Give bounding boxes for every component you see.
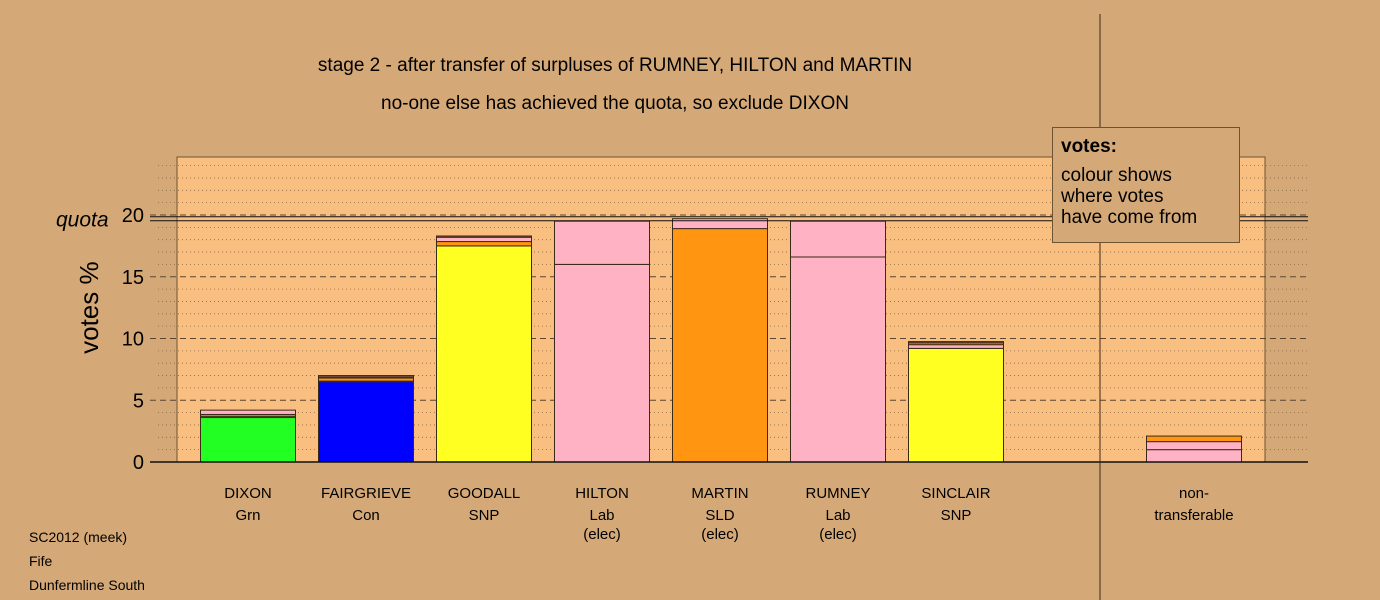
candidate-party-label: SNP	[941, 507, 972, 524]
candidate-name-label: DIXON	[224, 485, 272, 502]
bar-goodall-segment	[436, 236, 532, 243]
bar-sinclair-segment	[908, 347, 1004, 463]
candidate-party-label: Lab	[589, 507, 614, 524]
candidate-status-label: (elec)	[819, 526, 857, 543]
quota-label: quota	[56, 209, 109, 232]
bar-nontransferable-segment	[1146, 441, 1242, 451]
legend-line: where votes	[1061, 186, 1164, 207]
bar-dixon-segment	[200, 409, 296, 415]
candidate-party-label: SLD	[705, 507, 734, 524]
bar-sinclair-segment	[908, 341, 1004, 344]
bar-hilton-segment	[554, 263, 650, 463]
bar-dixon-segment	[200, 417, 296, 463]
candidate-name-label: SINCLAIR	[921, 485, 990, 502]
chart-title: stage 2 - after transfer of surpluses of…	[317, 55, 913, 76]
bar-fairgrieve-segment	[318, 375, 414, 378]
footer-election: SC2012 (meek)	[29, 529, 128, 545]
bar-nontransferable-segment	[1146, 435, 1242, 443]
footer-council: Fife	[29, 553, 53, 569]
nontransferable-label: transferable	[1154, 507, 1233, 524]
bar-martin-segment	[672, 228, 768, 463]
y-axis-title: votes %	[74, 261, 104, 354]
y-tick-label: 20	[122, 205, 144, 227]
candidate-name-label: MARTIN	[691, 485, 748, 502]
bar-sinclair-segment	[908, 344, 1004, 349]
y-tick-label: 5	[133, 390, 144, 412]
legend-line: have come from	[1061, 207, 1198, 228]
legend-heading: votes:	[1061, 136, 1117, 157]
bar-fairgrieve-segment	[318, 381, 414, 463]
legend-box: votes: colour shows where votes have com…	[1052, 127, 1240, 243]
y-tick-label: 0	[133, 452, 144, 474]
footer-ward: Dunfermline South	[29, 577, 145, 593]
chart-subtitle: no-one else has achieved the quota, so e…	[381, 93, 849, 114]
candidate-status-label: (elec)	[701, 526, 739, 543]
legend-line: colour shows	[1061, 165, 1172, 186]
bar-hilton-segment	[554, 220, 650, 265]
nontransferable-label: non-	[1179, 485, 1209, 502]
bar-goodall-segment	[436, 245, 532, 463]
bar-rumney-segment	[790, 256, 886, 463]
y-tick-label: 15	[122, 267, 144, 289]
candidate-name-label: HILTON	[575, 485, 629, 502]
bar-goodall-segment	[436, 241, 532, 247]
bar-martin-segment	[672, 218, 768, 230]
candidate-party-label: Lab	[825, 507, 850, 524]
candidate-name-label: FAIRGRIEVE	[321, 485, 411, 502]
candidate-name-label: GOODALL	[448, 485, 521, 502]
bar-rumney-segment	[790, 220, 886, 258]
candidate-status-label: (elec)	[583, 526, 621, 543]
y-tick-label: 10	[122, 329, 144, 351]
candidate-party-label: Grn	[235, 507, 260, 524]
candidate-party-label: Con	[352, 507, 380, 524]
bar-nontransferable-segment	[1146, 449, 1242, 463]
candidate-name-label: RUMNEY	[805, 485, 870, 502]
bar-goodall-segment	[436, 235, 532, 238]
candidate-party-label: SNP	[469, 507, 500, 524]
